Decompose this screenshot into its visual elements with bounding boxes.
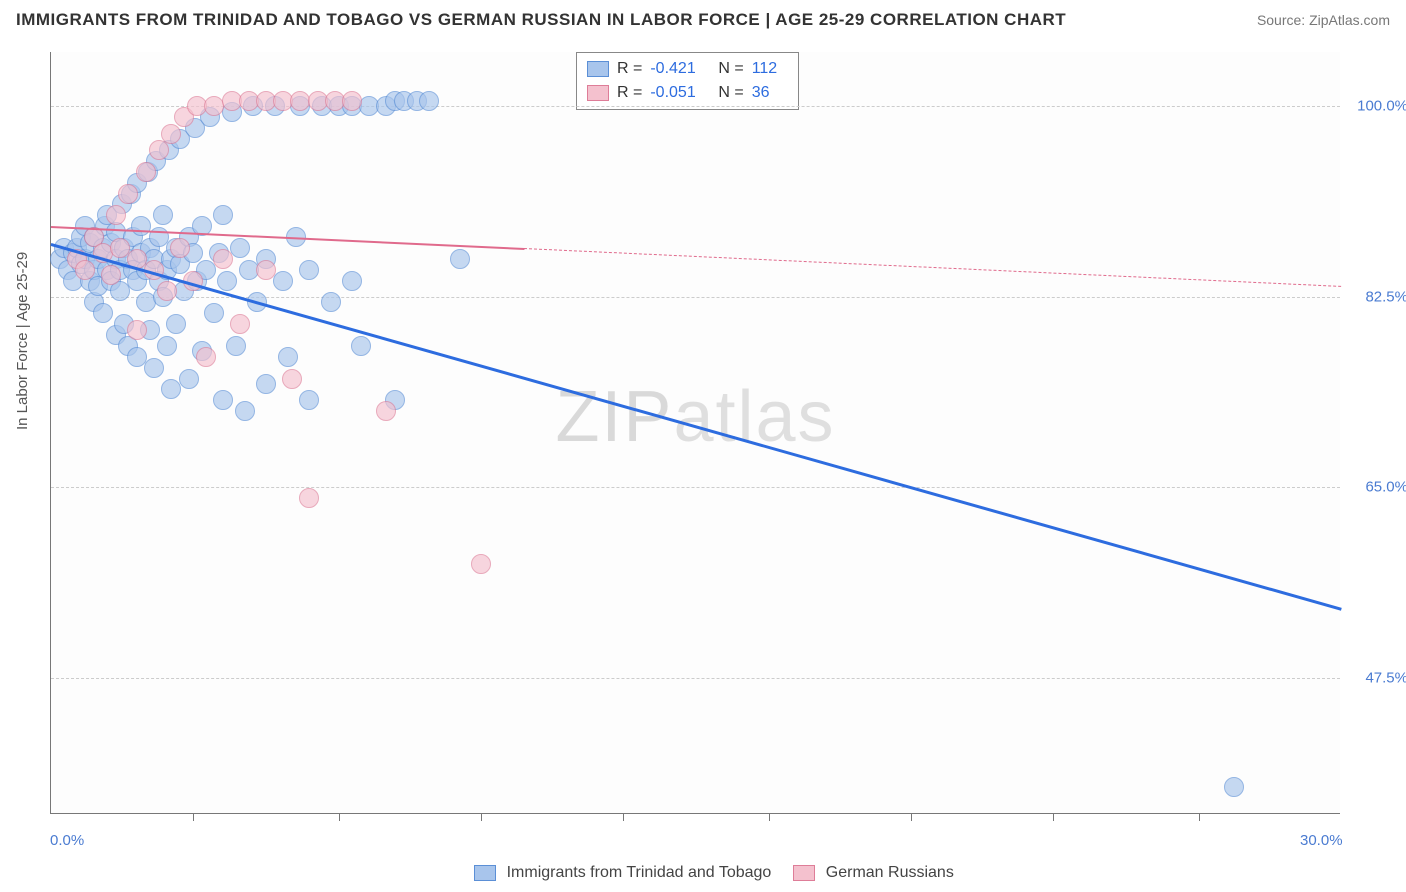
r-label: R = [617,57,642,81]
data-point [342,271,362,291]
y-tick-label: 100.0% [1348,98,1406,115]
data-point [299,260,319,280]
data-point [450,249,470,269]
data-point [75,260,95,280]
data-point [321,292,341,312]
trend-line [524,248,1341,287]
data-point [299,390,319,410]
gridline [51,487,1340,488]
data-point [144,358,164,378]
data-point [230,314,250,334]
gridline [51,678,1340,679]
data-point [157,281,177,301]
data-point [230,238,250,258]
data-point [166,314,186,334]
x-tick [911,813,912,821]
data-point [273,271,293,291]
data-point [278,347,298,367]
n-value: 112 [752,57,788,81]
data-point [1224,777,1244,797]
x-tick [193,813,194,821]
legend-swatch [474,865,496,881]
r-value: -0.051 [650,81,710,105]
data-point [471,554,491,574]
x-tick [481,813,482,821]
data-point [419,91,439,111]
data-point [149,140,169,160]
series-swatch [587,61,609,77]
x-tick [339,813,340,821]
x-tick [769,813,770,821]
data-point [299,488,319,508]
data-point [101,265,121,285]
legend-swatch [793,865,815,881]
watermark: ZIPatlas [555,376,835,458]
data-point [282,369,302,389]
r-label: R = [617,81,642,105]
data-point [93,303,113,323]
legend-label: Immigrants from Trinidad and Tobago [502,864,771,881]
data-point [235,401,255,421]
data-point [226,336,246,356]
plot-area: ZIPatlas R =-0.421N =112R =-0.051N =36 4… [50,52,1340,814]
data-point [170,238,190,258]
data-point [161,124,181,144]
data-point [136,162,156,182]
y-tick-label: 65.0% [1348,479,1406,496]
data-point [196,347,216,367]
data-point [213,205,233,225]
bottom-legend: Immigrants from Trinidad and Tobago Germ… [0,864,1406,882]
data-point [342,91,362,111]
data-point [127,320,147,340]
n-label: N = [718,57,743,81]
data-point [179,369,199,389]
data-point [351,336,371,356]
data-point [106,205,126,225]
data-point [204,303,224,323]
x-tick-label: 0.0% [50,832,84,849]
data-point [213,390,233,410]
data-point [157,336,177,356]
y-tick-label: 47.5% [1348,669,1406,686]
source-attribution: Source: ZipAtlas.com [1257,12,1390,28]
data-point [213,249,233,269]
data-point [217,271,237,291]
x-tick-label: 30.0% [1300,832,1343,849]
correlation-stats-box: R = -0.421 N = 112 R = -0.051 N = 36 [576,52,799,110]
stats-row: R = -0.051 N = 36 [587,81,788,105]
legend-label: German Russians [821,864,954,881]
chart-title: IMMIGRANTS FROM TRINIDAD AND TOBAGO VS G… [16,10,1066,30]
stats-row: R = -0.421 N = 112 [587,57,788,81]
r-value: -0.421 [650,57,710,81]
series-swatch [587,85,609,101]
y-tick-label: 82.5% [1348,288,1406,305]
x-tick [623,813,624,821]
y-axis-label: In Labor Force | Age 25-29 [14,252,31,430]
data-point [153,205,173,225]
data-point [256,260,276,280]
x-tick [1199,813,1200,821]
n-label: N = [718,81,743,105]
data-point [256,374,276,394]
x-tick [1053,813,1054,821]
data-point [118,184,138,204]
n-value: 36 [752,81,788,105]
data-point [376,401,396,421]
